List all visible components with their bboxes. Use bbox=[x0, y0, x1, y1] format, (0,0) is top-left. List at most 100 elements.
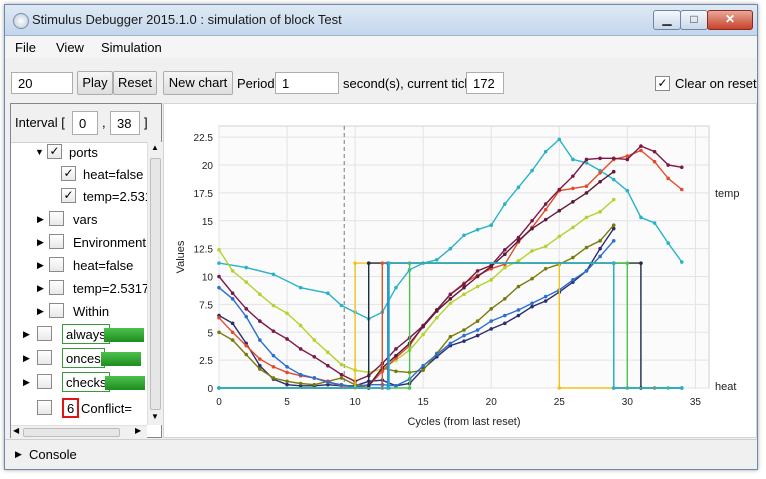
data-point bbox=[339, 362, 344, 367]
tree-checkbox[interactable]: ✓ bbox=[47, 144, 62, 159]
data-point bbox=[489, 327, 494, 331]
data-point bbox=[448, 246, 453, 251]
scroll-left-icon[interactable]: ◀ bbox=[13, 426, 20, 435]
scroll-right-icon[interactable]: ▶ bbox=[135, 426, 142, 435]
y-axis-label: Values bbox=[175, 240, 187, 273]
interval-from-input[interactable]: 0 bbox=[72, 111, 98, 135]
expand-arrow-icon[interactable]: ▶ bbox=[37, 260, 44, 270]
data-point bbox=[543, 244, 548, 249]
tree-item-heat-port[interactable]: ✓ heat=false bbox=[11, 164, 147, 186]
data-point bbox=[611, 239, 616, 243]
data-point bbox=[312, 382, 317, 387]
y-tick-label: 0 bbox=[207, 384, 213, 395]
data-point bbox=[584, 184, 589, 189]
console-label: Console bbox=[29, 447, 77, 462]
data-point bbox=[584, 191, 589, 195]
expand-arrow-icon[interactable]: ▶ bbox=[23, 329, 30, 339]
tree-horizontal-scrollbar[interactable]: ◀ ▶ bbox=[11, 425, 147, 438]
menu-view[interactable]: View bbox=[56, 40, 84, 55]
data-point bbox=[571, 200, 575, 204]
tree-checkbox[interactable] bbox=[37, 400, 52, 415]
scroll-down-icon[interactable]: ▼ bbox=[151, 412, 159, 421]
tree-item-vars[interactable]: ▶ vars bbox=[11, 209, 147, 231]
menu-simulation[interactable]: Simulation bbox=[101, 40, 162, 55]
expand-arrow-icon[interactable]: ▶ bbox=[37, 283, 44, 293]
data-point bbox=[530, 226, 534, 231]
data-point bbox=[543, 217, 548, 222]
data-point bbox=[516, 185, 521, 190]
expand-arrow-icon[interactable]: ▶ bbox=[37, 237, 44, 247]
tree-item-temp-port[interactable]: ✓ temp=2.531 bbox=[11, 186, 147, 208]
tree-checkbox[interactable] bbox=[49, 211, 64, 226]
data-point bbox=[244, 307, 249, 311]
close-button[interactable]: ✕ bbox=[707, 10, 753, 30]
maximize-button[interactable]: □ bbox=[680, 10, 708, 30]
data-point bbox=[543, 149, 548, 154]
new-chart-button[interactable]: New chart bbox=[163, 71, 233, 95]
tree-item-within[interactable]: ▶ Within bbox=[11, 301, 147, 323]
tree-checkbox[interactable]: ✓ bbox=[61, 188, 76, 203]
tree-item-ports[interactable]: ▼ ✓ ports bbox=[11, 142, 147, 164]
data-point bbox=[258, 357, 262, 361]
data-point bbox=[530, 304, 534, 309]
tree-item-label: always bbox=[62, 324, 110, 344]
tree-checkbox[interactable]: ✓ bbox=[61, 166, 76, 181]
console-panel[interactable]: ▶ Console bbox=[5, 439, 757, 468]
scroll-thumb[interactable] bbox=[150, 158, 161, 410]
data-point bbox=[448, 341, 453, 346]
expand-arrow-icon[interactable]: ▶ bbox=[37, 214, 44, 224]
status-bar-green bbox=[104, 328, 144, 342]
tree-checkbox[interactable] bbox=[37, 326, 52, 341]
data-point bbox=[598, 254, 602, 259]
tree-checkbox[interactable] bbox=[49, 257, 64, 272]
period-input[interactable]: 1 bbox=[275, 72, 339, 94]
data-point bbox=[489, 223, 494, 228]
play-button[interactable]: Play bbox=[77, 71, 113, 95]
tree-item-onces[interactable]: ▶ onces bbox=[11, 348, 147, 370]
tree-checkbox[interactable] bbox=[49, 303, 64, 318]
tree-item-heat-var[interactable]: ▶ heat=false bbox=[11, 255, 147, 277]
data-point bbox=[380, 261, 385, 265]
minimize-button[interactable]: ▁ bbox=[653, 10, 681, 30]
chart-panel[interactable]: 0 5 10 15 20 25 30 35 0 2.5 5 7.5 10 12.5 15 17.5 20 22.5… bbox=[163, 103, 757, 438]
tree-checkbox[interactable] bbox=[37, 350, 52, 365]
tree-checkbox[interactable] bbox=[49, 234, 64, 249]
tree-checkbox[interactable] bbox=[37, 374, 52, 389]
data-point bbox=[434, 352, 439, 357]
clear-on-reset-checkbox[interactable]: ✓ bbox=[655, 76, 670, 91]
data-point bbox=[598, 210, 602, 214]
tree-item-label: temp=2.53179 bbox=[73, 281, 147, 296]
interval-row: Interval [ 0 , 38 ] bbox=[11, 104, 161, 143]
tree-item-temp-var[interactable]: ▶ temp=2.53179 bbox=[11, 278, 147, 300]
period-label: Period bbox=[237, 76, 275, 91]
tree-item-always[interactable]: ▶ always bbox=[11, 324, 147, 346]
expand-arrow-icon[interactable]: ▶ bbox=[37, 306, 44, 316]
data-point bbox=[584, 245, 589, 250]
tree-item-environment[interactable]: ▶ Environment bbox=[11, 232, 147, 254]
title-bar[interactable]: Stimulus Debugger 2015.1.0 : simulation … bbox=[5, 5, 757, 36]
collapse-arrow-icon[interactable]: ▼ bbox=[35, 147, 44, 157]
series-line bbox=[218, 240, 615, 388]
expand-arrow-icon[interactable]: ▶ bbox=[23, 353, 30, 363]
interval-close-bracket: ] bbox=[144, 115, 148, 130]
tree-item-label: Environment bbox=[73, 235, 146, 250]
scroll-up-icon[interactable]: ▲ bbox=[151, 143, 159, 152]
scroll-thumb[interactable] bbox=[23, 428, 120, 437]
series-end-label: heat bbox=[715, 381, 736, 393]
expand-arrow-icon[interactable]: ▶ bbox=[15, 449, 22, 459]
data-point bbox=[557, 137, 562, 142]
data-point bbox=[543, 294, 548, 299]
tree-checkbox[interactable] bbox=[49, 280, 64, 295]
data-point bbox=[503, 321, 507, 326]
interval-to-input[interactable]: 38 bbox=[110, 111, 140, 135]
expand-arrow-icon[interactable]: ▶ bbox=[23, 377, 30, 387]
data-point bbox=[475, 333, 480, 338]
tree-vertical-scrollbar[interactable]: ▲ ▼ bbox=[147, 142, 162, 425]
tree-item-checks[interactable]: ▶ checks bbox=[11, 372, 147, 394]
y-tick-label: 22.5 bbox=[194, 133, 214, 144]
reset-button[interactable]: Reset bbox=[113, 71, 157, 95]
menu-file[interactable]: File bbox=[15, 40, 36, 55]
data-point bbox=[598, 246, 602, 251]
steps-input[interactable]: 20 bbox=[11, 72, 73, 94]
tree-item-conflict[interactable]: 6 Conflict= bbox=[11, 398, 147, 420]
